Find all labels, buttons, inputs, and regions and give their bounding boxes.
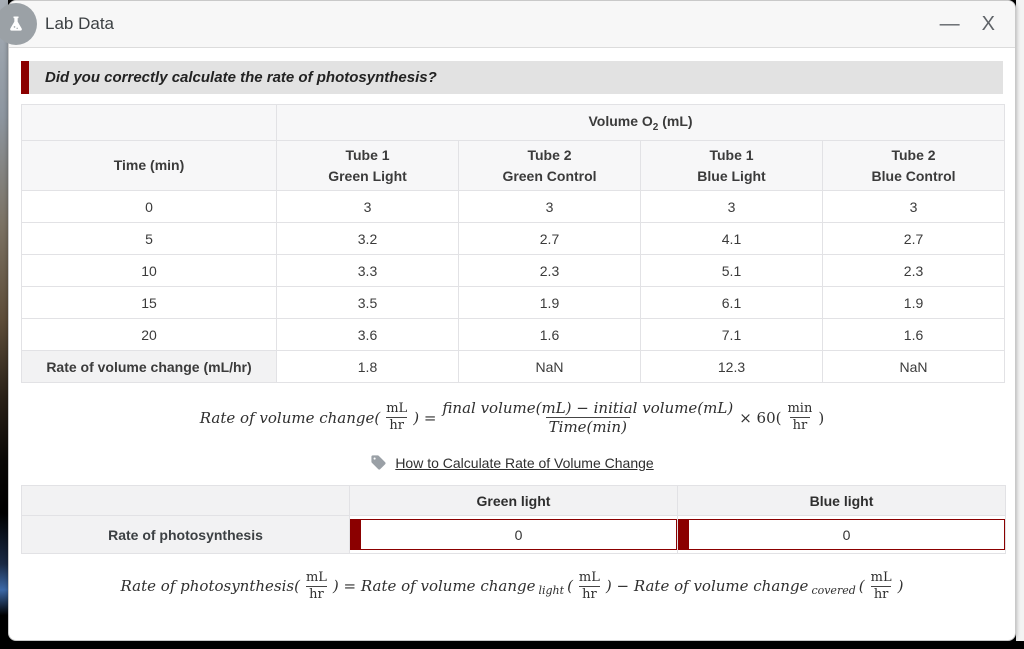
tag-icon <box>370 454 387 471</box>
time-cell: 10 <box>21 254 277 287</box>
value-cell: 2.7 <box>458 222 641 255</box>
rate-of-photosynthesis-row: Rate of photosynthesis <box>21 515 1006 554</box>
rate-value-cell: 12.3 <box>640 350 823 383</box>
value-cell: 7.1 <box>640 318 823 351</box>
background-right-strip <box>1016 0 1024 641</box>
col-header-tube2-green-control: Tube 2 Green Control <box>458 140 641 191</box>
unit-fraction: mL hr <box>578 570 600 602</box>
rate-of-volume-change-row: Rate of volume change (mL/hr) 1.8 NaN 12… <box>21 350 1006 383</box>
value-cell: 3 <box>640 190 823 223</box>
col-header-tube2-blue-control: Tube 2 Blue Control <box>821 140 1006 191</box>
light-header-row: Green light Blue light <box>21 485 1006 516</box>
rate-of-volume-change-formula: Rate of volume change( mL hr ) = final vo… <box>199 399 825 436</box>
value-cell: 1.6 <box>821 318 1006 351</box>
value-cell: 6.1 <box>640 286 823 319</box>
blue-input-cell <box>677 515 1006 554</box>
value-cell: 3.6 <box>276 318 459 351</box>
table-row: 10 3.3 2.3 5.1 2.3 <box>21 254 1006 287</box>
flask-badge <box>0 3 37 45</box>
value-cell: 3.5 <box>276 286 459 319</box>
volume-o2-header: Volume O2 (mL) <box>275 104 1006 141</box>
time-cell: 5 <box>21 222 277 255</box>
col-header-tube1-blue-light: Tube 1 Blue Light <box>640 140 823 191</box>
time-cell: 0 <box>21 190 277 223</box>
flask-icon <box>6 14 26 34</box>
rate-row-label: Rate of volume change (mL/hr) <box>21 350 277 383</box>
rate-value-cell: NaN <box>458 350 641 383</box>
value-cell: 3 <box>276 190 459 223</box>
photosynthesis-rate-table: Green light Blue light Rate of photosynt… <box>21 485 1006 554</box>
time-cell: 20 <box>21 318 277 351</box>
value-cell: 3 <box>821 190 1006 223</box>
value-cell: 3 <box>458 190 641 223</box>
how-to-calculate-link[interactable]: How to Calculate Rate of Volume Change <box>395 454 654 471</box>
dialog-title: Lab Data <box>45 14 114 33</box>
time-header: Time (min) <box>21 140 277 191</box>
corner-cell <box>21 485 350 516</box>
rate-value-cell: NaN <box>821 350 1006 383</box>
value-cell: 2.3 <box>821 254 1006 287</box>
background-left-strip <box>0 0 8 641</box>
unit-fraction: mL hr <box>870 570 892 602</box>
green-light-header: Green light <box>349 485 678 516</box>
dialog-titlebar: Lab Data — X <box>0 1 1015 48</box>
question-banner: Did you correctly calculate the rate of … <box>21 61 1003 94</box>
table-row: 5 3.2 2.7 4.1 2.7 <box>21 222 1006 255</box>
blue-light-rate-input[interactable] <box>678 519 1005 550</box>
column-header-row: Time (min) Tube 1 Green Light Tube 2 Green… <box>21 140 1006 191</box>
lab-data-table: Volume O2 (mL) Time (min) Tube 1 Green Li… <box>21 104 1006 383</box>
corner-cell <box>21 104 277 141</box>
col-header-tube1-green-light: Tube 1 Green Light <box>276 140 459 191</box>
lab-data-dialog: Lab Data — X Did you correctly calculate… <box>0 0 1016 641</box>
value-cell: 1.9 <box>821 286 1006 319</box>
blue-light-header: Blue light <box>677 485 1006 516</box>
value-cell: 2.3 <box>458 254 641 287</box>
value-cell: 3.2 <box>276 222 459 255</box>
value-cell: 1.6 <box>458 318 641 351</box>
help-link-row: How to Calculate Rate of Volume Change <box>21 454 1003 471</box>
value-cell: 5.1 <box>640 254 823 287</box>
window-controls: — X <box>936 12 1015 36</box>
rate-of-photosynthesis-formula: Rate of photosynthesis( mL hr ) = Rate of… <box>120 570 904 602</box>
value-cell: 2.7 <box>821 222 1006 255</box>
main-fraction: final volume(mL) − initial volume(mL) Tim… <box>442 399 734 436</box>
close-button[interactable]: X <box>978 12 999 36</box>
minimize-button[interactable]: — <box>936 12 964 36</box>
table-row: 15 3.5 1.9 6.1 1.9 <box>21 286 1006 319</box>
table-row: 0 3 3 3 3 <box>21 190 1006 223</box>
dialog-content: Did you correctly calculate the rate of … <box>9 48 1015 602</box>
value-cell: 1.9 <box>458 286 641 319</box>
unit-fraction: mL hr <box>305 570 327 602</box>
value-cell: 3.3 <box>276 254 459 287</box>
volume-header-row: Volume O2 (mL) <box>21 104 1006 141</box>
green-input-cell <box>349 515 678 554</box>
green-light-rate-input[interactable] <box>350 519 677 550</box>
unit-fraction: mL hr <box>386 401 408 433</box>
unit-fraction: min hr <box>787 401 813 433</box>
rate-of-photosynthesis-label: Rate of photosynthesis <box>21 515 350 554</box>
value-cell: 4.1 <box>640 222 823 255</box>
time-cell: 15 <box>21 286 277 319</box>
rate-value-cell: 1.8 <box>276 350 459 383</box>
table-row: 20 3.6 1.6 7.1 1.6 <box>21 318 1006 351</box>
